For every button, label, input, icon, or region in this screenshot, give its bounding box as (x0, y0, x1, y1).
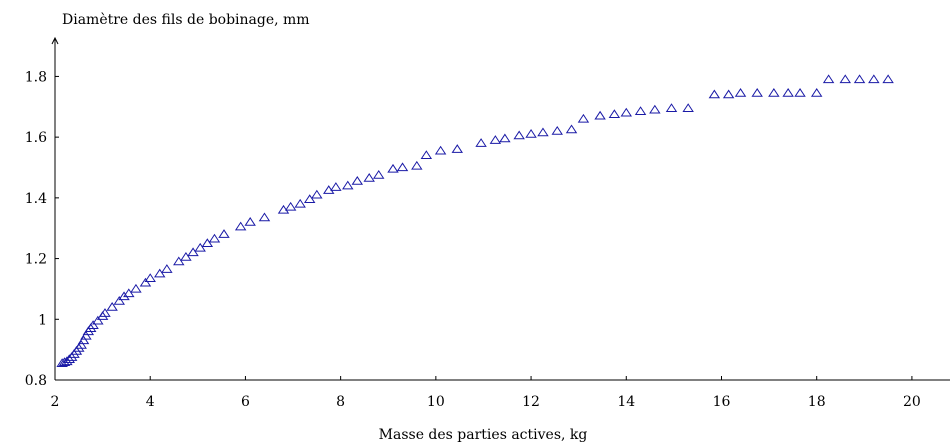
data-point (303, 194, 316, 204)
data-point (853, 74, 866, 84)
data-point (868, 74, 880, 84)
x-tick-label: 8 (336, 394, 345, 410)
y-tick-label: 1.2 (25, 252, 47, 268)
data-point (244, 217, 256, 226)
data-point (118, 291, 130, 301)
data-point (734, 88, 747, 97)
data-point (882, 74, 894, 84)
axes (51, 36, 950, 381)
data-point (551, 125, 563, 135)
data-point (161, 264, 173, 273)
data-point (434, 145, 447, 155)
data-point (363, 173, 375, 182)
x-tick-label: 6 (241, 394, 250, 410)
y-axis-arrow-icon (51, 36, 59, 45)
data-point (751, 88, 763, 97)
data-point (513, 130, 525, 140)
data-point (634, 106, 647, 115)
data-point (594, 110, 606, 120)
data-point (130, 283, 142, 293)
data-point (311, 189, 323, 199)
data-point (218, 229, 230, 238)
y-axis-title: Diamètre des fils de bobinage, mm (62, 12, 310, 28)
data-point (58, 357, 71, 367)
data-point (144, 273, 156, 282)
data-point (499, 133, 511, 143)
data-point (194, 242, 206, 252)
data-point (565, 124, 578, 134)
x-tick-label: 20 (903, 394, 921, 410)
data-point (387, 163, 399, 173)
data-point (113, 295, 125, 305)
data-point (822, 74, 835, 84)
data-point (80, 330, 92, 340)
data-point (99, 308, 111, 317)
data-point (61, 356, 73, 366)
data-point (708, 89, 721, 99)
data-point (768, 88, 780, 97)
data-point (372, 169, 385, 179)
x-tick-label: 2 (51, 394, 60, 410)
data-point (123, 288, 135, 298)
y-tick-label: 1.8 (25, 69, 47, 85)
data-point (396, 162, 409, 172)
x-tick-label: 12 (522, 394, 540, 410)
data-point (187, 247, 199, 257)
data-point (810, 88, 823, 97)
data-point (342, 180, 354, 190)
y-tick-label: 1.6 (25, 130, 47, 146)
data-point (75, 339, 87, 349)
data-point (420, 150, 433, 160)
data-point (620, 107, 633, 117)
markers (56, 74, 894, 367)
data-point (277, 204, 290, 214)
y-tick-label: 1.4 (25, 191, 47, 207)
data-point (63, 354, 76, 364)
data-point (173, 256, 185, 266)
data-point (234, 221, 247, 231)
data-point (682, 103, 694, 112)
data-point (451, 144, 463, 153)
data-point (139, 277, 152, 287)
data-point (839, 74, 851, 84)
x-tick-label: 4 (146, 394, 155, 410)
x-tick-label: 10 (427, 394, 445, 410)
data-point (330, 182, 342, 191)
y-tick-label: 0.8 (25, 373, 47, 389)
data-point (577, 113, 590, 123)
data-point (525, 128, 537, 138)
data-point (258, 212, 271, 222)
data-point (294, 198, 306, 208)
data-point (208, 233, 221, 243)
data-point (608, 109, 621, 119)
data-point (323, 185, 335, 194)
data-point (794, 88, 806, 97)
data-point (537, 127, 549, 137)
data-point (201, 238, 214, 248)
data-point (154, 268, 166, 278)
data-point (92, 315, 104, 325)
data-point (284, 201, 297, 211)
x-tick-label: 18 (808, 394, 826, 410)
data-point (649, 104, 661, 114)
data-point (180, 251, 192, 261)
data-point (411, 160, 423, 170)
data-point (87, 320, 99, 330)
x-axis-title: Masse des parties actives, kg (379, 427, 588, 443)
data-point (489, 135, 502, 144)
x-tick-label: 14 (617, 394, 635, 410)
data-point (351, 176, 364, 185)
data-point (475, 138, 487, 147)
data-point (106, 302, 118, 311)
data-point (722, 89, 735, 99)
data-point (665, 103, 678, 112)
x-tick-label: 16 (713, 394, 731, 410)
data-point (782, 88, 794, 97)
data-point (77, 335, 90, 345)
y-tick-label: 1 (38, 312, 47, 328)
ticks: 2 4 6 8 10 12 14 16 18 20 0.8 1 1.2 1.4 1.6 1.8 (25, 69, 921, 410)
